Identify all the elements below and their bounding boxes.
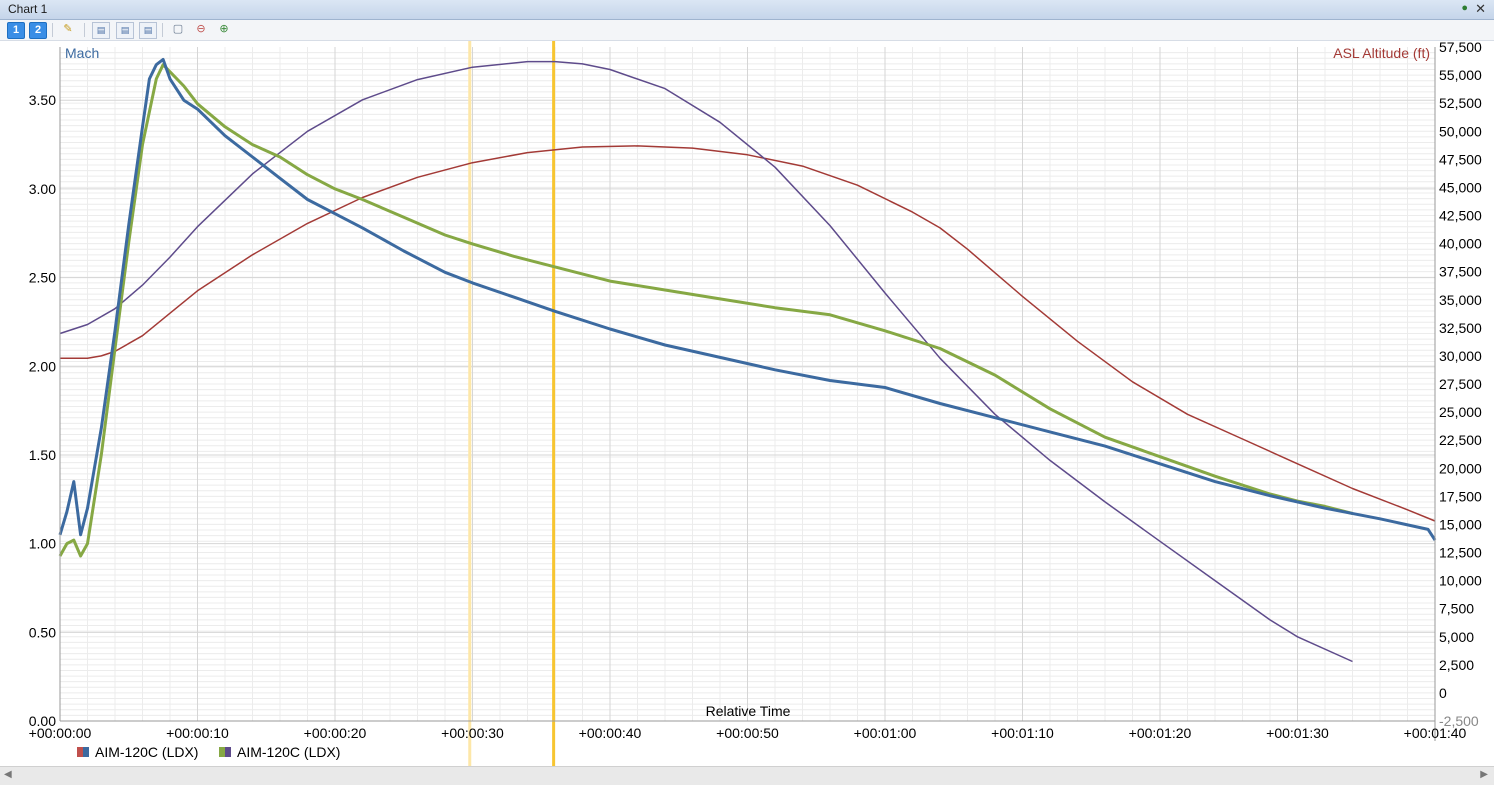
x-tick-label: +00:01:00: [854, 725, 917, 741]
y-right-tick-label: 30,000: [1439, 348, 1482, 364]
y-right-tick-label: 45,000: [1439, 179, 1482, 195]
y-left-tick-label: 2.50: [29, 270, 56, 286]
window-title: Chart 1: [8, 2, 48, 16]
y-right-tick-label: 20,000: [1439, 460, 1482, 476]
y-right-tick-label: -2,500: [1439, 713, 1479, 729]
series-layer: [58, 57, 1437, 663]
series-line-1: [58, 57, 1437, 541]
mach-altitude-chart: 0.00 0.50 1.00 1.50 2.00 2.50 3.00 3.50 -2,500 0…: [29, 39, 1482, 766]
x-tick-label: +00:00:40: [579, 725, 642, 741]
x-tick-label: +00:00:30: [441, 725, 504, 741]
y-right-tick-label: 35,000: [1439, 292, 1482, 308]
toolbar-separator: [52, 23, 53, 37]
x-tick-label: +00:00:20: [304, 725, 367, 741]
layout-1-button[interactable]: 1: [7, 22, 25, 39]
chart-options-3-icon[interactable]: ▤: [139, 22, 157, 39]
x-tick-label: +00:01:20: [1129, 725, 1192, 741]
y-left-tick-label: 0.00: [29, 713, 56, 729]
series-line-2: [58, 63, 1353, 558]
time-markers: [468, 41, 556, 766]
y-right-tick-label: 5,000: [1439, 629, 1474, 645]
y-left-tick-label: 0.50: [29, 624, 56, 640]
legend-item-1[interactable]: AIM-120C (LDX): [77, 744, 198, 760]
legend-item-2[interactable]: AIM-120C (LDX): [219, 744, 340, 760]
x-tick-labels: +00:00:00 +00:00:10 +00:00:20 +00:00:30 +00:…: [29, 725, 1467, 741]
y-left-tick-label: 3.00: [29, 181, 56, 197]
scroll-right-icon[interactable]: ▶: [1480, 769, 1488, 780]
y-right-tick-label: 52,500: [1439, 95, 1482, 111]
y-right-tick-label: 57,500: [1439, 41, 1482, 55]
y-right-tick-label: 12,500: [1439, 545, 1482, 561]
y-left-tick-label: 1.00: [29, 536, 56, 552]
y-right-tick-label: 22,500: [1439, 432, 1482, 448]
toolbar-separator: [162, 23, 163, 37]
x-tick-label: +00:01:40: [1404, 725, 1467, 741]
x-tick-label: +00:00:00: [29, 725, 92, 741]
y-right-tick-label: 7,500: [1439, 601, 1474, 617]
y-right-tick-label: 0: [1439, 685, 1447, 701]
layout-2-button[interactable]: 2: [29, 22, 47, 39]
y-right-tick-label: 10,000: [1439, 573, 1482, 589]
y-right-tick-label: 25,000: [1439, 404, 1482, 420]
y-right-tick-label: 47,500: [1439, 151, 1482, 167]
y-right-tick-label: 40,000: [1439, 236, 1482, 252]
chart-options-1-icon[interactable]: ▤: [92, 22, 110, 39]
wand-icon[interactable]: ✎: [63, 23, 73, 35]
y-left-tick-labels: 0.00 0.50 1.00 1.50 2.00 2.50 3.00 3.50: [29, 92, 56, 729]
legend-swatch: [219, 747, 225, 757]
y-right-tick-label: 32,500: [1439, 320, 1482, 336]
y-right-tick-label: 50,000: [1439, 123, 1482, 139]
y-right-tick-label: 2,500: [1439, 657, 1474, 673]
axes: [59, 47, 1436, 741]
zoom-in-icon[interactable]: ⊕: [219, 23, 229, 35]
chart-area: 0.00 0.50 1.00 1.50 2.00 2.50 3.00 3.50 -2,500 0…: [0, 39, 1494, 766]
legend-swatch: [83, 747, 89, 757]
y-left-tick-label: 1.50: [29, 447, 56, 463]
y-right-tick-label: 27,500: [1439, 376, 1482, 392]
y-right-tick-labels: -2,500 0 2,500 5,000 7,500 10,000 12,500 15,000…: [1439, 39, 1482, 729]
pin-icon[interactable]: ●: [1461, 2, 1468, 14]
legend-label: AIM-120C (LDX): [237, 744, 340, 760]
legend-swatch: [77, 747, 83, 757]
y-right-axis-title: ASL Altitude (ft): [1333, 45, 1430, 61]
y-left-tick-label: 2.00: [29, 358, 56, 374]
chart-options-2-icon[interactable]: ▤: [116, 22, 134, 39]
x-tick-label: +00:01:10: [991, 725, 1054, 741]
zoom-fit-icon[interactable]: ▢: [172, 23, 184, 35]
legend-label: AIM-120C (LDX): [95, 744, 198, 760]
zoom-out-icon[interactable]: ⊖: [196, 23, 206, 35]
y-left-axis-title: Mach: [65, 45, 99, 61]
x-tick-label: +00:01:30: [1266, 725, 1329, 741]
y-left-tick-label: 3.50: [29, 92, 56, 108]
y-right-tick-label: 15,000: [1439, 516, 1482, 532]
close-icon[interactable]: ✕: [1475, 1, 1486, 16]
x-tick-label: +00:00:50: [716, 725, 779, 741]
window-titlebar: Chart 1 ● ✕: [0, 0, 1494, 20]
legend-swatch: [225, 747, 231, 757]
y-right-tick-label: 37,500: [1439, 264, 1482, 280]
x-axis-title: Relative Time: [706, 703, 791, 719]
series-line-3: [59, 60, 1353, 663]
scroll-left-icon[interactable]: ◀: [4, 769, 12, 780]
y-right-tick-label: 55,000: [1439, 67, 1482, 83]
chart-toolbar: 1 2 ✎ ▤ ▤ ▤ ▢ ⊖ ⊕: [0, 20, 1494, 41]
y-right-tick-label: 17,500: [1439, 488, 1482, 504]
series-line-4: [60, 145, 1436, 522]
horizontal-scrollbar[interactable]: ◀ ▶: [0, 766, 1494, 785]
toolbar-separator: [84, 23, 85, 37]
x-tick-label: +00:00:10: [166, 725, 229, 741]
y-right-tick-label: 42,500: [1439, 208, 1482, 224]
legend: AIM-120C (LDX) AIM-120C (LDX): [77, 744, 340, 760]
